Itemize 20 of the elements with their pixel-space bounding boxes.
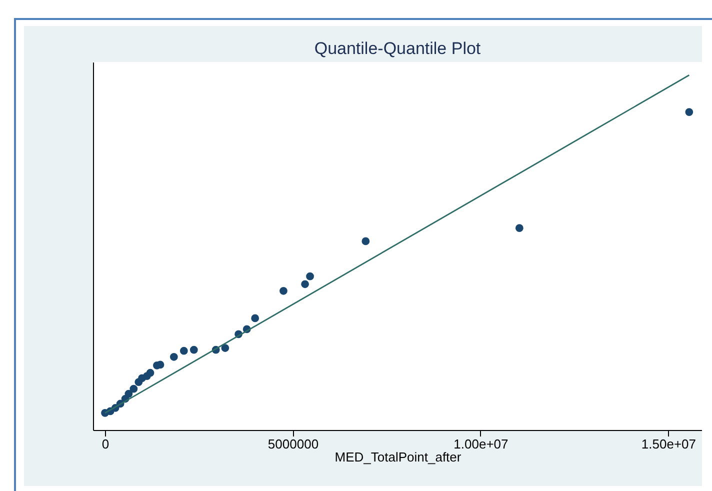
point — [306, 272, 314, 280]
point — [190, 346, 198, 354]
point — [280, 286, 288, 295]
point — [362, 237, 370, 246]
x-tick-label: 1.50e+07 — [641, 436, 696, 452]
point — [130, 384, 138, 393]
point — [180, 346, 188, 355]
x-tick-label: 5000000 — [268, 436, 319, 452]
point — [301, 280, 309, 288]
point — [146, 368, 154, 377]
point — [124, 390, 133, 398]
point — [221, 344, 230, 352]
point — [685, 108, 694, 116]
point — [170, 352, 178, 361]
x-axis-title: MED_TotalPoint_after — [334, 450, 462, 464]
point — [251, 314, 260, 322]
point — [515, 224, 524, 232]
x-tick-label: 1.00e+07 — [454, 436, 508, 452]
chart-title: Quantile-Quantile Plot — [314, 39, 481, 58]
x-tick-label: 0 — [102, 436, 110, 452]
